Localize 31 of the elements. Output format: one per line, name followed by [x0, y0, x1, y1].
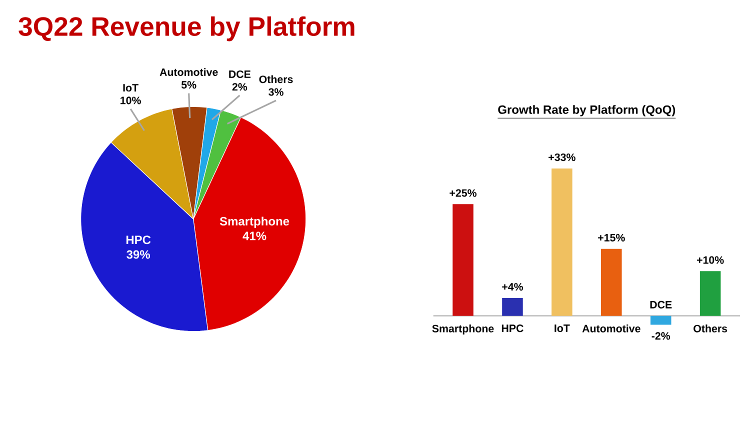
- data-label: 10%: [120, 96, 141, 104]
- data-label: +4%: [502, 283, 524, 291]
- data-label: +25%: [450, 189, 477, 197]
- data-label: 5%: [181, 81, 196, 89]
- chart-title: 3Q22 Revenue by Platform: [18, 16, 354, 42]
- slice-label: Smartphone: [220, 216, 290, 228]
- data-label: 2%: [232, 83, 248, 91]
- data-label: 39%: [126, 250, 150, 259]
- x-tick-label: IoT: [554, 324, 570, 332]
- data-label: 41%: [242, 232, 266, 240]
- bar: [700, 271, 721, 316]
- x-tick-label: Automotive: [582, 324, 640, 332]
- data-label: -2%: [652, 332, 670, 340]
- slice-label: Others: [259, 75, 293, 84]
- chart-title: Growth Rate by Platform (QoQ): [498, 105, 676, 116]
- slice-label: IoT: [123, 84, 138, 92]
- bar: [452, 204, 474, 316]
- slice-label: Automotive: [160, 68, 218, 76]
- x-tick-label: Smartphone: [432, 324, 494, 334]
- bar: [601, 248, 622, 316]
- bar: [502, 298, 523, 316]
- data-label: +15%: [598, 234, 625, 242]
- x-tick-label: HPC: [502, 324, 524, 332]
- data-label: 3%: [268, 88, 284, 96]
- data-label: +33%: [548, 154, 576, 162]
- bar: [650, 316, 672, 325]
- bar: [552, 168, 572, 316]
- slice-label: DCE: [229, 70, 251, 78]
- data-label: +10%: [696, 256, 724, 264]
- slice-label: HPC: [126, 236, 151, 244]
- x-tick-label: Others: [694, 324, 728, 332]
